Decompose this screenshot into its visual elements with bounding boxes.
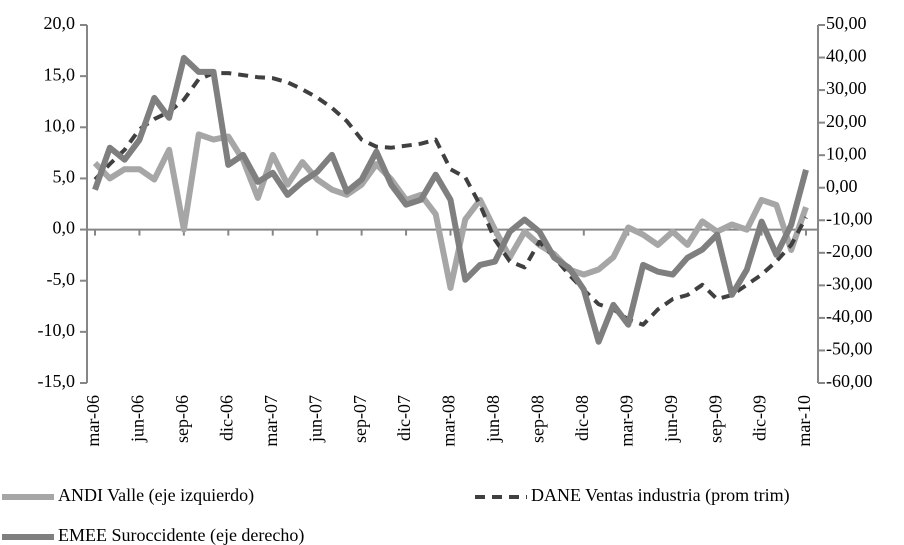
x-tick-label: jun-08 (483, 395, 503, 443)
x-tick-label: jun-06 (128, 395, 148, 443)
x-tick-label: sep-09 (705, 395, 725, 443)
x-tick-label: sep-06 (172, 395, 192, 443)
y2-tick-label: 0,00 (826, 176, 858, 196)
y2-tick-label: 30,00 (826, 78, 867, 98)
series-line (92, 131, 809, 291)
y-tick-label: -15,0 (38, 371, 76, 391)
y2-tick-label: 20,00 (826, 111, 867, 131)
x-tick-label: jun-09 (661, 395, 681, 443)
y2-tick-label: -50,00 (826, 339, 873, 359)
legend-label: ANDI Valle (eje izquierdo) (58, 485, 254, 506)
y2-tick-label: -10,00 (826, 208, 873, 228)
x-tick-label: sep-08 (528, 395, 548, 443)
x-tick-label: sep-07 (350, 395, 370, 443)
y2-tick-label: 50,00 (826, 13, 867, 33)
y-tick-label: 20,0 (44, 13, 76, 33)
legend-label: EMEE Suroccidente (eje derecho) (58, 525, 304, 545)
x-tick-label: mar-06 (83, 395, 103, 447)
x-tick-label: dic-06 (216, 395, 236, 441)
x-tick-label: mar-08 (439, 395, 459, 447)
x-tick-label: mar-09 (616, 395, 636, 447)
y2-tick-label: -40,00 (826, 306, 873, 326)
y-tick-label: 5,0 (53, 167, 76, 187)
y2-tick-label: -20,00 (826, 241, 873, 261)
y-tick-label: 10,0 (44, 115, 76, 135)
x-tick-label: jun-07 (305, 395, 325, 443)
y2-tick-label: -30,00 (826, 273, 873, 293)
y2-tick-label: -60,00 (826, 371, 873, 391)
series-line (92, 54, 809, 345)
y-tick-label: 15,0 (44, 64, 76, 84)
x-tick-label: dic-07 (394, 395, 414, 441)
y2-tick-label: 40,00 (826, 46, 867, 66)
y-tick-label: -5,0 (47, 269, 76, 289)
x-tick-label: dic-08 (572, 395, 592, 441)
y2-tick-label: 10,00 (826, 143, 867, 163)
legend-label: DANE Ventas industria (prom trim) (531, 485, 790, 506)
y-tick-label: -10,0 (38, 320, 76, 340)
x-tick-label: dic-09 (750, 395, 770, 441)
x-tick-label: mar-10 (794, 395, 814, 447)
x-tick-label: mar-07 (261, 395, 281, 447)
y-tick-label: 0,0 (53, 218, 76, 238)
